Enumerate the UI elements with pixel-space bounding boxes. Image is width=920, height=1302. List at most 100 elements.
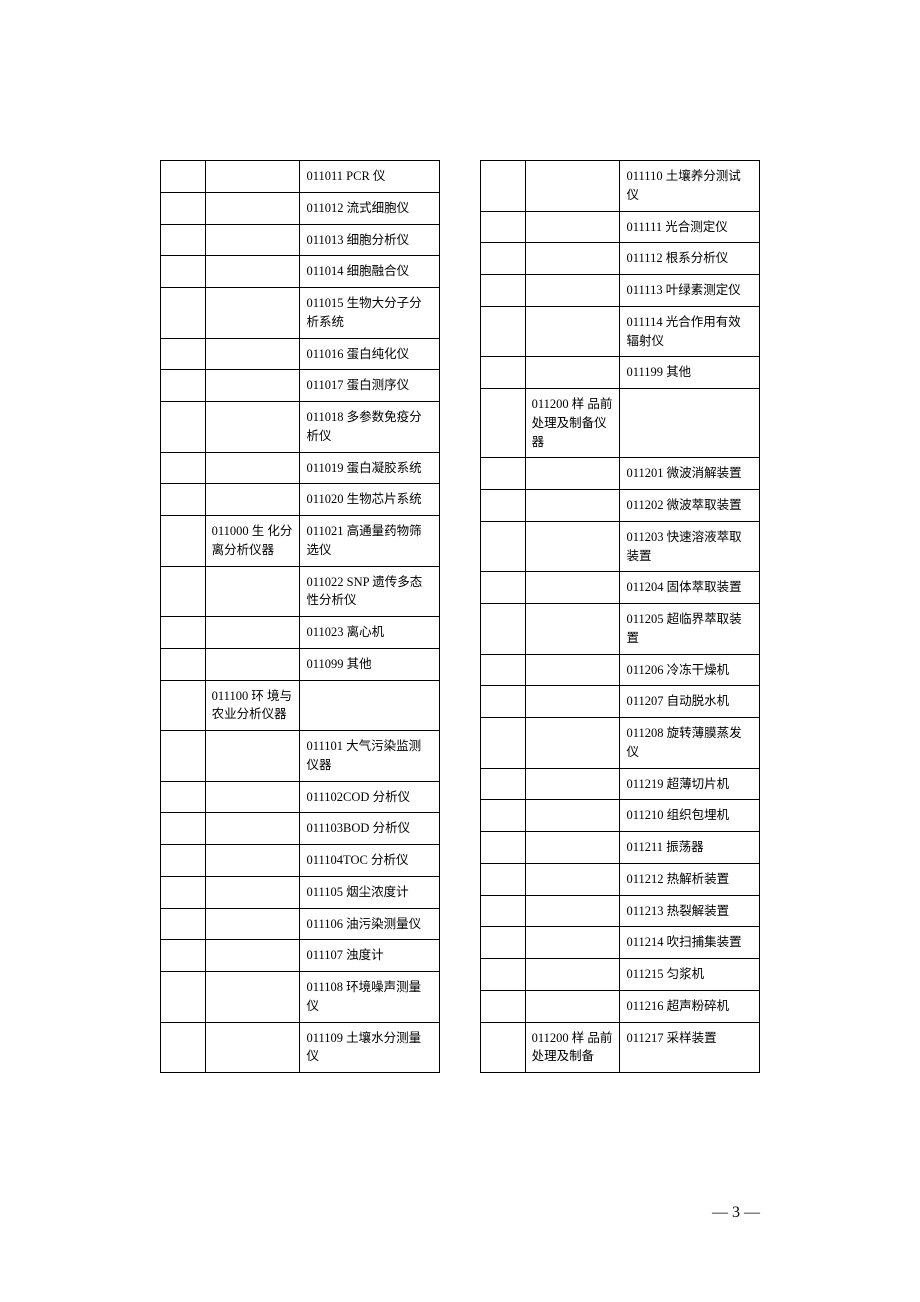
table-cell-col1 [481, 959, 526, 991]
table-row: 011200 样 品前处理及制备仪器 [481, 389, 760, 458]
table-row: 011219 超薄切片机 [481, 768, 760, 800]
table-cell-col1 [481, 654, 526, 686]
table-cell-col3: 011101 大气污染监测仪器 [300, 731, 440, 782]
table-cell-col1 [481, 458, 526, 490]
table-cell-col3: 011206 冷冻干燥机 [620, 654, 760, 686]
table-cell-col2 [525, 768, 620, 800]
table-cell-col2 [205, 940, 300, 972]
table-row: 011211 振荡器 [481, 832, 760, 864]
table-cell-col3: 011208 旋转薄膜蒸发仪 [620, 718, 760, 769]
table-cell-col2 [205, 972, 300, 1023]
table-cell-col1 [161, 224, 206, 256]
table-cell-col1 [481, 1022, 526, 1073]
table-cell-col1 [481, 895, 526, 927]
table-cell-col1 [161, 876, 206, 908]
table-cell-col3: 011199 其他 [620, 357, 760, 389]
table-row: 011112 根系分析仪 [481, 243, 760, 275]
table-cell-col3: 011205 超临界萃取装置 [620, 604, 760, 655]
table-row: 011100 环 境与农业分析仪器 [161, 680, 440, 731]
table-cell-col2 [205, 338, 300, 370]
table-cell-col2 [205, 566, 300, 617]
table-cell-col1 [161, 813, 206, 845]
table-cell-col3: 011216 超声粉碎机 [620, 990, 760, 1022]
table-cell-col2 [205, 161, 300, 193]
table-row: 011013 细胞分析仪 [161, 224, 440, 256]
table-cell-col3: 011211 振荡器 [620, 832, 760, 864]
table-row: 011203 快速溶液萃取装置 [481, 521, 760, 572]
table-cell-col2 [525, 243, 620, 275]
table-cell-col3: 011018 多参数免疫分析仪 [300, 402, 440, 453]
table-cell-col3: 011103BOD 分析仪 [300, 813, 440, 845]
table-cell-col3: 011017 蛋白测序仪 [300, 370, 440, 402]
table-cell-col3: 011207 自动脱水机 [620, 686, 760, 718]
table-cell-col1 [481, 990, 526, 1022]
table-row: 011102COD 分析仪 [161, 781, 440, 813]
table-cell-col1 [481, 686, 526, 718]
table-cell-col2 [525, 990, 620, 1022]
table-cell-col3: 011210 组织包埋机 [620, 800, 760, 832]
table-row: 011103BOD 分析仪 [161, 813, 440, 845]
table-cell-col3: 011020 生物芯片系统 [300, 484, 440, 516]
table-cell-col3: 011014 细胞融合仪 [300, 256, 440, 288]
page-number: — 3 — [712, 1204, 760, 1222]
table-row: 011110 土壤养分测试仪 [481, 161, 760, 212]
table-cell-col1 [481, 490, 526, 522]
table-row: 011204 固体萃取装置 [481, 572, 760, 604]
table-cell-col1 [481, 521, 526, 572]
table-cell-col2 [525, 490, 620, 522]
table-cell-col1 [481, 832, 526, 864]
table-cell-col2: 011200 样 品前处理及制备仪器 [525, 389, 620, 458]
table-cell-col3: 011102COD 分析仪 [300, 781, 440, 813]
table-cell-col1 [161, 566, 206, 617]
table-row: 011113 叶绿素测定仪 [481, 275, 760, 307]
table-cell-col3: 011112 根系分析仪 [620, 243, 760, 275]
table-cell-col3: 011019 蛋白凝胶系统 [300, 452, 440, 484]
table-row: 011200 样 品前处理及制备011217 采样装置 [481, 1022, 760, 1073]
table-cell-col1 [161, 192, 206, 224]
table-cell-col2 [205, 484, 300, 516]
table-row: 011016 蛋白纯化仪 [161, 338, 440, 370]
table-cell-col1 [481, 306, 526, 357]
table-cell-col2 [205, 370, 300, 402]
table-row: 011210 组织包埋机 [481, 800, 760, 832]
table-cell-col1 [161, 648, 206, 680]
table-cell-col1 [161, 484, 206, 516]
table-row: 011216 超声粉碎机 [481, 990, 760, 1022]
table-cell-col1 [481, 718, 526, 769]
table-row: 011015 生物大分子分析系统 [161, 288, 440, 339]
table-row: 011099 其他 [161, 648, 440, 680]
table-cell-col2 [525, 832, 620, 864]
table-row: 011212 热解析装置 [481, 863, 760, 895]
table-cell-col3 [620, 389, 760, 458]
table-cell-col2 [525, 161, 620, 212]
table-row: 011199 其他 [481, 357, 760, 389]
table-cell-col3: 011204 固体萃取装置 [620, 572, 760, 604]
table-cell-col1 [161, 972, 206, 1023]
table-cell-col2 [525, 927, 620, 959]
table-cell-col1 [161, 161, 206, 193]
table-row: 011019 蛋白凝胶系统 [161, 452, 440, 484]
table-cell-col3: 011022 SNP 遗传多态性分析仪 [300, 566, 440, 617]
table-cell-col3: 011219 超薄切片机 [620, 768, 760, 800]
table-cell-col2 [205, 224, 300, 256]
table-row: 011101 大气污染监测仪器 [161, 731, 440, 782]
table-cell-col1 [481, 161, 526, 212]
table-row: 011023 离心机 [161, 617, 440, 649]
table-cell-col2 [205, 648, 300, 680]
table-cell-col1 [161, 617, 206, 649]
table-row: 011022 SNP 遗传多态性分析仪 [161, 566, 440, 617]
table-cell-col1 [481, 211, 526, 243]
table-cell-col1 [161, 781, 206, 813]
table-cell-col2 [205, 452, 300, 484]
table-cell-col3: 011213 热裂解装置 [620, 895, 760, 927]
table-cell-col3: 011023 离心机 [300, 617, 440, 649]
right-table: 011110 土壤养分测试仪011111 光合测定仪011112 根系分析仪01… [480, 160, 760, 1073]
table-row: 011106 油污染测量仪 [161, 908, 440, 940]
table-cell-col2 [525, 521, 620, 572]
table-cell-col1 [481, 927, 526, 959]
right-table-column: 011110 土壤养分测试仪011111 光合测定仪011112 根系分析仪01… [480, 160, 760, 1073]
table-cell-col1 [161, 680, 206, 731]
table-cell-col1 [161, 452, 206, 484]
table-row: 011114 光合作用有效辐射仪 [481, 306, 760, 357]
table-cell-col1 [481, 275, 526, 307]
